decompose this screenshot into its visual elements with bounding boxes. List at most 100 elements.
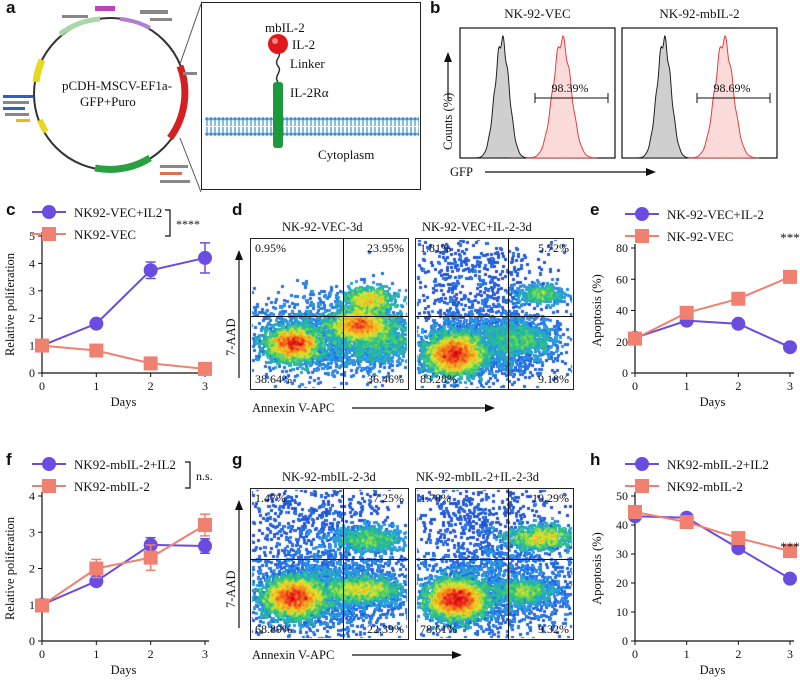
- series-line-1: [41, 543, 206, 606]
- zoom-lines: [179, 3, 202, 193]
- legend-label-2: NK92-mbIL-2: [74, 479, 150, 494]
- y-tick-label: 1: [29, 339, 35, 353]
- hist-gate-label-2: 98.69%: [714, 81, 751, 95]
- series-line-1: [634, 515, 791, 580]
- flow-d2-ur: 5.72%: [538, 241, 569, 255]
- flow-d-density-1: [251, 239, 408, 389]
- x-tick-label: 2: [148, 379, 154, 393]
- plasmid-name-line1: pCDH-MSCV-EF1a-: [62, 78, 173, 93]
- plasmid-segment-yellow: [32, 58, 46, 83]
- plasmid-segment-yellow-2: [37, 118, 49, 134]
- data-point-square: [679, 305, 694, 320]
- hist-gate-label-1: 98.39%: [552, 81, 589, 95]
- chart-g-flow: NK-92-mbIL-2-3d NK-92-mbIL-2+IL-2-3d 1.4…: [224, 448, 587, 694]
- data-point-square: [628, 504, 642, 519]
- flow-d-axes-arrows: [235, 250, 495, 412]
- hist-peak-control-2: [635, 34, 692, 159]
- legend-marker-2: [42, 227, 56, 241]
- y-tick-label: 5: [29, 229, 35, 243]
- legend-label-2: NK92-mbIL-2: [667, 479, 743, 494]
- data-point-square: [198, 518, 212, 532]
- y-tick-label: 20: [616, 576, 628, 590]
- hist-peak-control-1: [473, 34, 530, 159]
- x-tick-label: 3: [787, 647, 793, 661]
- flow-g-density-1: [251, 489, 408, 639]
- linker-label: Linker: [290, 56, 325, 71]
- legend-marker-1: [42, 205, 56, 219]
- y-tick-label: 0: [622, 634, 628, 648]
- plasmid-annotations: [3, 6, 197, 183]
- x-tick-label: 3: [202, 379, 208, 393]
- il2-ball: [268, 34, 288, 54]
- flow-d1-ul: 0.95%: [255, 241, 286, 255]
- data-point-circle: [783, 571, 797, 586]
- legend-marker-1: [635, 207, 649, 221]
- hist-peak-gfp-1: [525, 35, 598, 159]
- flow-d-plot-2: 1.81% 5.72% 83.28% 9.18%: [415, 238, 574, 390]
- y-tick-label: 0: [29, 634, 35, 648]
- flow-d1-ll: 38.64%: [255, 372, 292, 386]
- panel-letter-f: f: [6, 450, 12, 469]
- plasmid-segment-purple: [119, 17, 151, 30]
- y-tick-label: 30: [616, 547, 628, 561]
- y-tick-label: 2: [29, 311, 35, 325]
- flow-g1-ur: 7.25%: [373, 491, 404, 505]
- flow-g1-lr: 22.39%: [367, 622, 404, 636]
- data-point-circle: [89, 316, 104, 331]
- significance-label: ***: [780, 539, 800, 554]
- flow-d2-ul: 1.81%: [420, 241, 451, 255]
- legend-label-1: NK92-mbIL-2+IL2: [74, 457, 176, 472]
- legend-label-1: NK92-mbIL-2+IL2: [667, 457, 769, 472]
- significance-label: ***: [780, 230, 800, 245]
- plasmid-name-line2: GFP+Puro: [80, 94, 136, 109]
- flow-g2-lr: 9.32%: [538, 622, 569, 636]
- flow-d1-ur: 23.95%: [367, 241, 404, 255]
- data-point-square: [143, 550, 158, 565]
- chart-f-line: 0 1 2 3 4 0 1 2 3 Days Relative poliferation NK92-m…: [3, 457, 213, 677]
- flow-g-axes-arrows: [235, 500, 462, 659]
- panel-letter-b: b: [430, 0, 441, 17]
- x-tick-label: 1: [93, 379, 99, 393]
- flow-g1-ll: 68.89%: [255, 622, 292, 636]
- panel-letter-g: g: [232, 450, 243, 469]
- data-point-square: [198, 361, 212, 376]
- data-point-square: [783, 544, 797, 559]
- hist-xlabel: GFP: [450, 165, 473, 179]
- receptor-label: IL-2Rα: [290, 85, 329, 100]
- y-axis-label: Apoptosis (%): [590, 532, 604, 605]
- y-tick-label: 4: [29, 489, 35, 503]
- plasmid-map: [3, 6, 197, 183]
- chart-b-histograms: NK-92-VEC 98.39% NK-92-mbIL-2 98.69% Counts …: [441, 6, 778, 179]
- data-point-square: [679, 515, 694, 530]
- y-tick-label: 50: [616, 489, 628, 503]
- flow-g2-ul: 1.78%: [420, 491, 451, 505]
- x-tick-label: 3: [787, 379, 793, 393]
- y-tick-label: 0: [29, 366, 35, 380]
- hist-ylabel: Counts (%): [441, 93, 455, 150]
- cytoplasm-label: Cytoplasm: [318, 147, 375, 162]
- flow-d-density-2: [416, 239, 573, 389]
- y-axis-label: Relative poliferation: [3, 516, 17, 620]
- flow-d2-lr: 9.18%: [538, 372, 569, 386]
- flow-d-plot-1: 0.95% 23.95% 38.64% 36.46%: [250, 238, 409, 390]
- hist-frame-2: [621, 27, 778, 159]
- data-point-circle: [143, 263, 158, 278]
- hist-y-arrow: [444, 52, 452, 62]
- legend-marker-1: [42, 457, 56, 471]
- flow-g-plot-1: 1.47% 7.25% 68.89% 22.39%: [250, 488, 409, 640]
- data-point-square: [783, 269, 797, 284]
- plasmid-segment-green: [94, 154, 152, 173]
- y-tick-label: 80: [616, 241, 628, 255]
- x-axis-label: Days: [111, 663, 137, 677]
- receptor-shape: [273, 82, 283, 148]
- x-tick-label: 0: [39, 379, 45, 393]
- hist-x-arrow: [646, 168, 656, 176]
- data-point-circle: [198, 539, 212, 554]
- series-line-2: [41, 344, 206, 370]
- x-axis-label: Days: [700, 395, 726, 409]
- data-point-square: [35, 338, 49, 353]
- flow-g2-ur: 10.29%: [532, 491, 569, 505]
- series-line-1: [634, 319, 791, 349]
- flow-g-ylabel: 7-AAD: [224, 570, 238, 609]
- panel-letter-e: e: [590, 200, 600, 219]
